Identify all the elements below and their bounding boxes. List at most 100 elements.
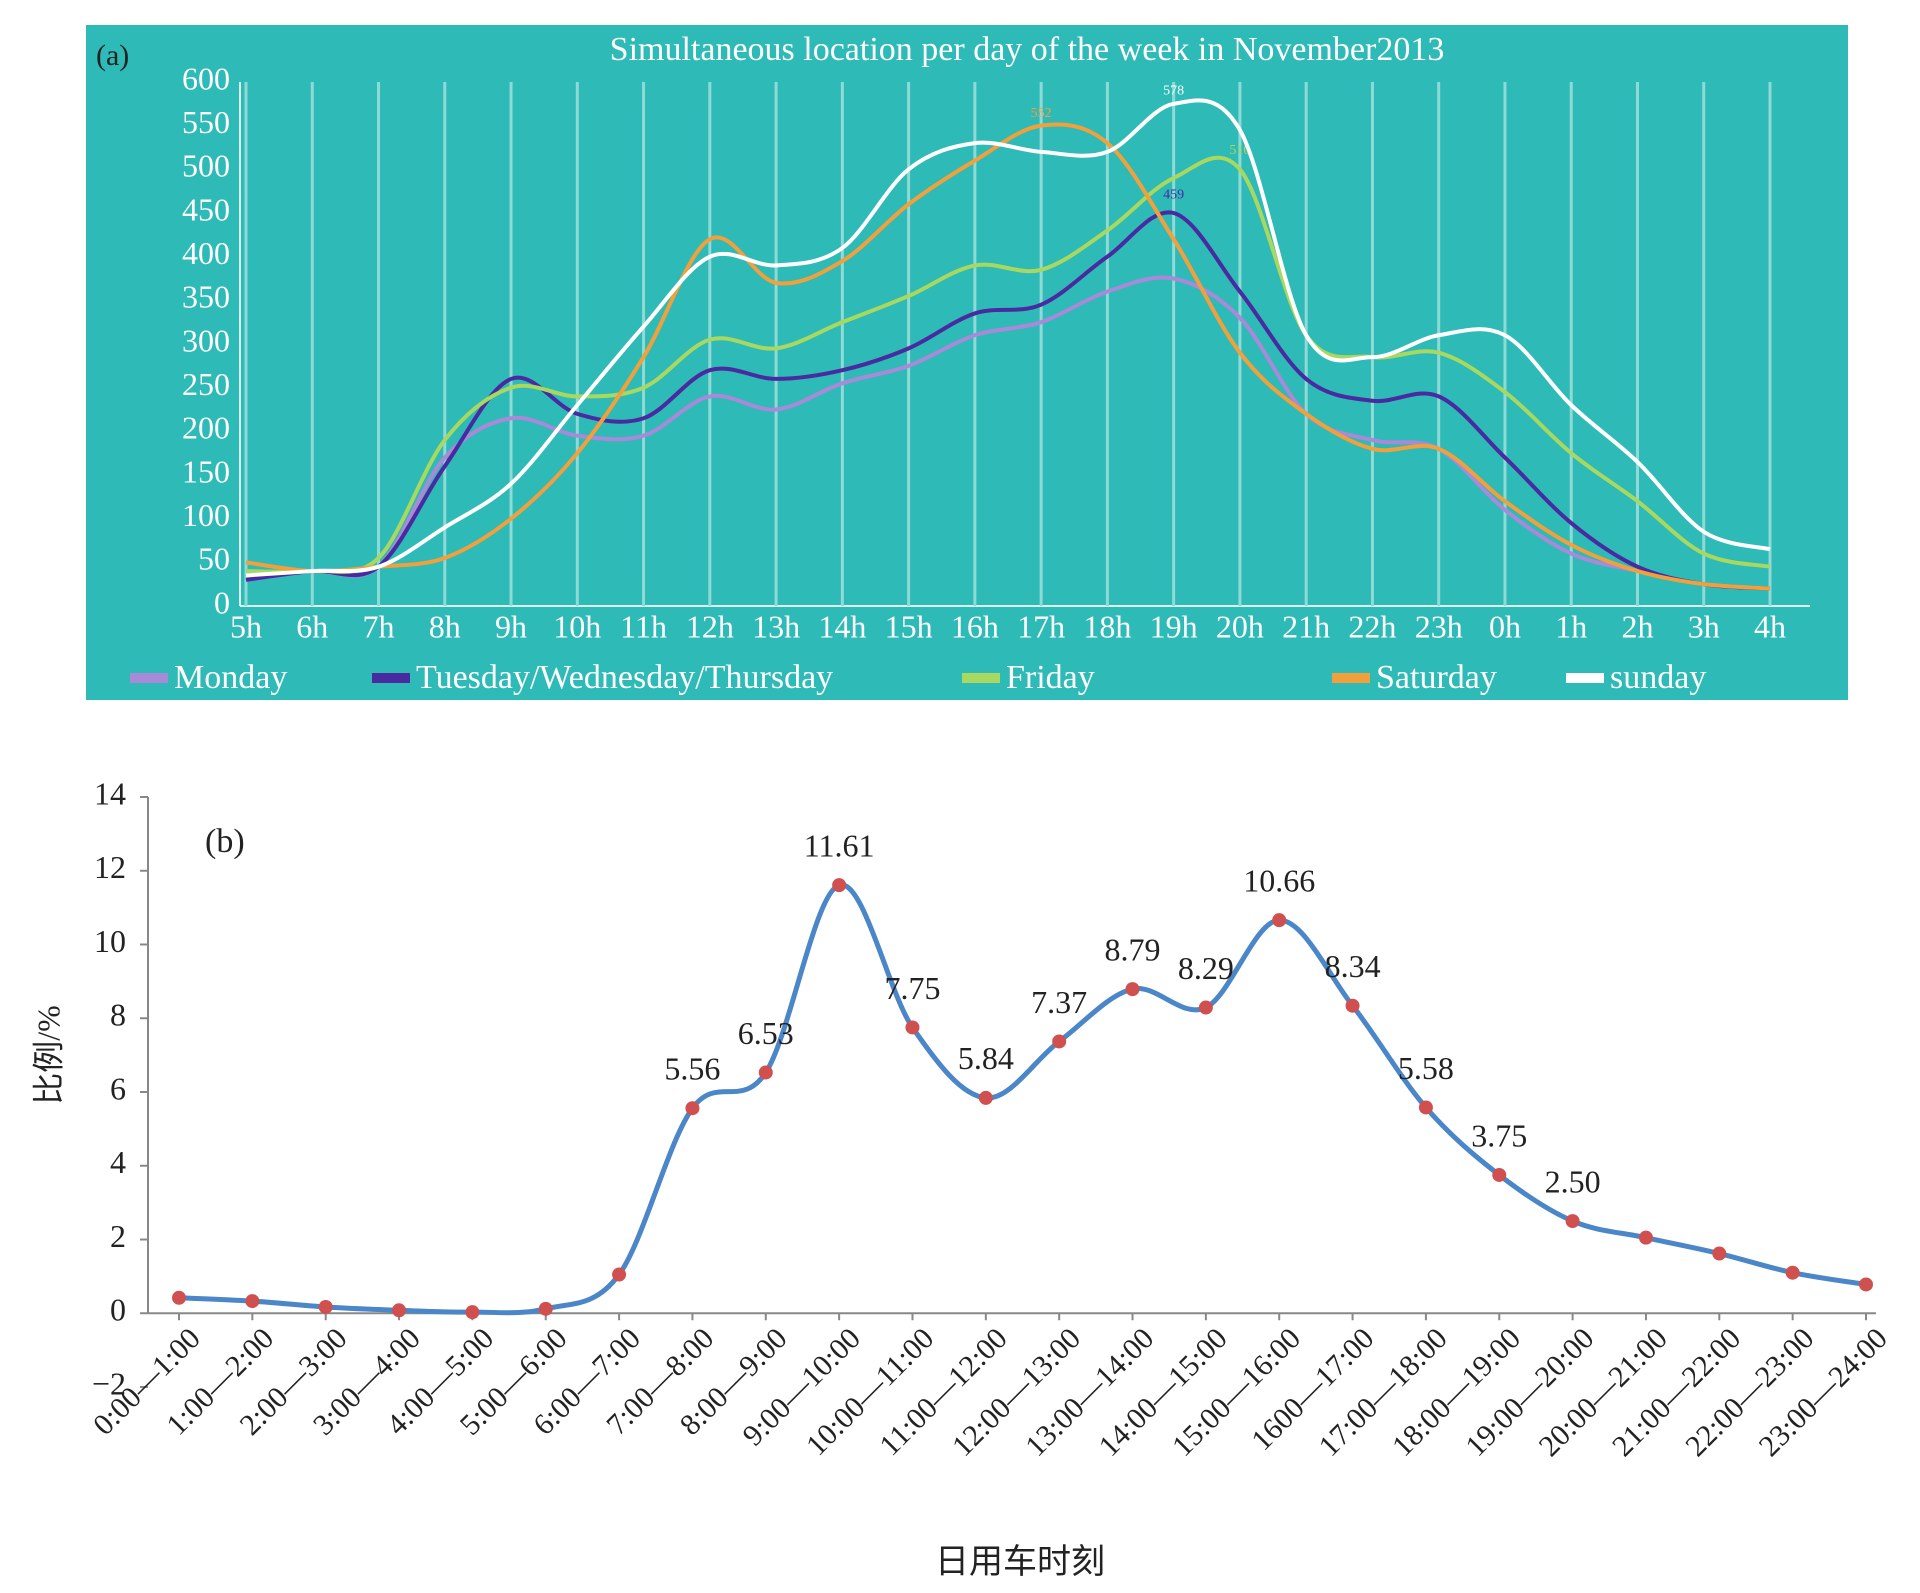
- y-tick-label: 450: [182, 191, 230, 227]
- data-point: [1638, 1230, 1653, 1245]
- y-tick-label: 300: [182, 322, 230, 358]
- x-tick-label: 10h: [553, 608, 601, 644]
- legend-swatch: [1332, 673, 1370, 683]
- y-tick-label: 14: [94, 775, 126, 811]
- legend-swatch: [372, 673, 410, 683]
- peak-label: 552: [1031, 106, 1052, 121]
- data-point: [612, 1267, 627, 1282]
- data-point: [1125, 982, 1140, 997]
- data-point: [538, 1301, 553, 1316]
- y-tick-label: 10: [94, 923, 126, 959]
- x-tick-label: 13h: [752, 608, 800, 644]
- data-point: [905, 1020, 920, 1035]
- x-tick-label: 6h: [296, 608, 328, 644]
- legend-swatch: [962, 673, 1000, 683]
- data-label: 8.29: [1178, 950, 1234, 986]
- x-tick-label: 14h: [818, 608, 866, 644]
- x-tick-label: 23:00—24:00: [1753, 1322, 1894, 1463]
- data-label: 7.37: [1031, 984, 1087, 1020]
- data-point: [1198, 1000, 1213, 1015]
- peak-label: 510: [1229, 143, 1250, 158]
- data-point: [978, 1090, 993, 1105]
- y-tick-label: 200: [182, 410, 230, 446]
- y-tick-label: 100: [182, 497, 230, 533]
- y-tick-label: 350: [182, 279, 230, 315]
- x-tick-label: 2h: [1621, 608, 1653, 644]
- data-point: [465, 1305, 480, 1320]
- x-tick-label: 5h: [230, 608, 262, 644]
- x-tick-label: 0h: [1489, 608, 1521, 644]
- data-point: [1052, 1034, 1067, 1049]
- x-tick-label: 18h: [1083, 608, 1131, 644]
- panel-label: (b): [205, 823, 245, 860]
- y-axis-title: 比例/%: [30, 1005, 66, 1105]
- y-tick-label: 4: [110, 1144, 126, 1180]
- series-line: [245, 98, 1771, 578]
- data-point: [1859, 1277, 1873, 1292]
- y-tick-label: 150: [182, 453, 230, 489]
- data-label: 3.75: [1471, 1117, 1527, 1153]
- data-point: [1565, 1214, 1580, 1229]
- data-label: 10.66: [1243, 863, 1315, 899]
- y-tick-label: −2: [92, 1365, 126, 1401]
- series-line: [245, 155, 1771, 575]
- x-tick-label: 7h: [363, 608, 395, 644]
- data-point: [172, 1290, 186, 1305]
- y-tick-label: 600: [182, 60, 230, 96]
- x-tick-label: 12h: [686, 608, 734, 644]
- y-tick-label: 500: [182, 148, 230, 184]
- x-tick-label: 23h: [1415, 608, 1463, 644]
- series-line: [178, 882, 1867, 1316]
- x-tick-label: 9h: [495, 608, 527, 644]
- data-point: [1272, 913, 1287, 928]
- x-tick-label: 21h: [1282, 608, 1330, 644]
- x-axis-title: 日用车时刻: [935, 1543, 1105, 1581]
- data-label: 5.84: [958, 1040, 1014, 1076]
- panel-a-background: [86, 25, 1848, 700]
- data-point: [1712, 1246, 1727, 1261]
- data-point: [245, 1294, 260, 1309]
- y-tick-label: 6: [110, 1070, 126, 1106]
- data-label: 8.34: [1325, 948, 1381, 984]
- data-point: [685, 1101, 700, 1116]
- legend-swatch: [130, 673, 168, 683]
- legend-label: Monday: [174, 659, 287, 696]
- series-line: [245, 275, 1771, 591]
- data-point: [318, 1299, 333, 1314]
- x-tick-label: 22h: [1348, 608, 1396, 644]
- data-label: 5.56: [664, 1051, 720, 1087]
- y-tick-label: 400: [182, 235, 230, 271]
- data-label: 11.61: [804, 827, 875, 863]
- x-tick-label: 11h: [620, 608, 667, 644]
- data-label: 5.58: [1398, 1050, 1454, 1086]
- panel-label: (a): [96, 39, 129, 72]
- x-tick-label: 3h: [1688, 608, 1720, 644]
- data-label: 2.50: [1545, 1163, 1601, 1199]
- data-label: 7.75: [884, 970, 940, 1006]
- y-tick-label: 2: [110, 1218, 126, 1254]
- y-tick-label: 8: [110, 997, 126, 1033]
- data-label: 6.53: [738, 1015, 794, 1051]
- x-tick-label: 1h: [1555, 608, 1587, 644]
- x-tick-label: 8h: [429, 608, 461, 644]
- x-tick-label: 15h: [885, 608, 933, 644]
- legend-label: Tuesday/Wednesday/Thursday: [416, 659, 833, 696]
- data-point: [1785, 1265, 1800, 1280]
- y-tick-label: 0: [110, 1292, 126, 1328]
- x-tick-label: 20h: [1216, 608, 1264, 644]
- x-tick-label: 19h: [1150, 608, 1198, 644]
- peak-label: 459: [1163, 187, 1184, 202]
- data-point: [1418, 1100, 1433, 1115]
- y-tick-label: 50: [198, 541, 230, 577]
- y-tick-label: 0: [214, 584, 230, 620]
- legend-label: Saturday: [1376, 659, 1497, 696]
- data-label: 8.79: [1105, 931, 1161, 967]
- data-point: [1345, 998, 1360, 1013]
- legend-label: Friday: [1006, 659, 1095, 696]
- data-point: [392, 1303, 407, 1318]
- y-tick-label: 250: [182, 366, 230, 402]
- y-tick-label: 550: [182, 104, 230, 140]
- x-tick-label: 17h: [1017, 608, 1065, 644]
- peak-label: 578: [1163, 83, 1184, 98]
